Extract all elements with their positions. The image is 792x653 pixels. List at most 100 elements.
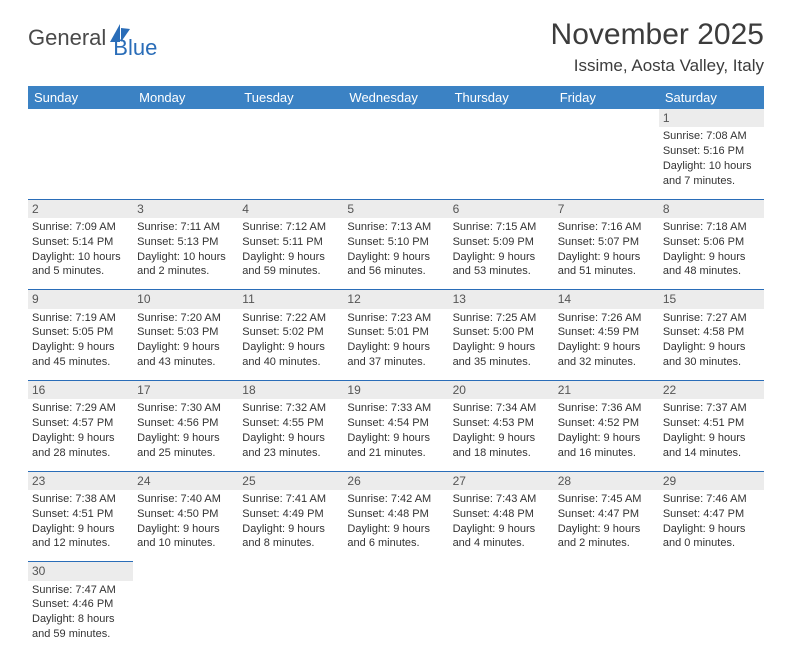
sunset-line: Sunset: 4:48 PM — [453, 507, 550, 522]
daylight-line: Daylight: 9 hours and 35 minutes. — [453, 340, 550, 370]
day-cell: Sunrise: 7:47 AMSunset: 4:46 PMDaylight:… — [28, 581, 133, 653]
day-number-cell: 11 — [238, 290, 343, 309]
day-number-row: 16171819202122 — [28, 381, 764, 400]
day-cell: Sunrise: 7:26 AMSunset: 4:59 PMDaylight:… — [554, 309, 659, 381]
sunset-line: Sunset: 4:59 PM — [558, 325, 655, 340]
sunrise-line: Sunrise: 7:19 AM — [32, 311, 129, 326]
sunset-line: Sunset: 4:55 PM — [242, 416, 339, 431]
daylight-line: Daylight: 9 hours and 32 minutes. — [558, 340, 655, 370]
daylight-line: Daylight: 10 hours and 2 minutes. — [137, 250, 234, 280]
day-number-cell: 25 — [238, 471, 343, 490]
sunrise-line: Sunrise: 7:23 AM — [347, 311, 444, 326]
sunset-line: Sunset: 5:16 PM — [663, 144, 760, 159]
day-number-cell — [343, 109, 448, 127]
sunset-line: Sunset: 4:48 PM — [347, 507, 444, 522]
day-cell: Sunrise: 7:18 AMSunset: 5:06 PMDaylight:… — [659, 218, 764, 290]
daylight-line: Daylight: 9 hours and 14 minutes. — [663, 431, 760, 461]
day-cell: Sunrise: 7:25 AMSunset: 5:00 PMDaylight:… — [449, 309, 554, 381]
day-number-cell: 9 — [28, 290, 133, 309]
sunrise-line: Sunrise: 7:08 AM — [663, 129, 760, 144]
day-number-row: 1 — [28, 109, 764, 127]
daylight-line: Daylight: 9 hours and 37 minutes. — [347, 340, 444, 370]
day-cell — [449, 127, 554, 199]
sunset-line: Sunset: 5:13 PM — [137, 235, 234, 250]
day-cell: Sunrise: 7:46 AMSunset: 4:47 PMDaylight:… — [659, 490, 764, 562]
sunrise-line: Sunrise: 7:38 AM — [32, 492, 129, 507]
logo-text-blue: Blue — [113, 35, 157, 61]
day-cell: Sunrise: 7:13 AMSunset: 5:10 PMDaylight:… — [343, 218, 448, 290]
day-number-cell: 17 — [133, 381, 238, 400]
day-cell: Sunrise: 7:45 AMSunset: 4:47 PMDaylight:… — [554, 490, 659, 562]
sunset-line: Sunset: 4:56 PM — [137, 416, 234, 431]
daylight-line: Daylight: 9 hours and 30 minutes. — [663, 340, 760, 370]
weekday-header: Thursday — [449, 86, 554, 109]
day-cell: Sunrise: 7:29 AMSunset: 4:57 PMDaylight:… — [28, 399, 133, 471]
sunset-line: Sunset: 4:51 PM — [32, 507, 129, 522]
day-cell: Sunrise: 7:36 AMSunset: 4:52 PMDaylight:… — [554, 399, 659, 471]
day-cell: Sunrise: 7:37 AMSunset: 4:51 PMDaylight:… — [659, 399, 764, 471]
day-cell — [238, 127, 343, 199]
day-cell — [28, 127, 133, 199]
day-number-cell: 23 — [28, 471, 133, 490]
sunset-line: Sunset: 4:54 PM — [347, 416, 444, 431]
sunset-line: Sunset: 4:51 PM — [663, 416, 760, 431]
day-number-cell: 28 — [554, 471, 659, 490]
day-number-cell: 20 — [449, 381, 554, 400]
daylight-line: Daylight: 9 hours and 18 minutes. — [453, 431, 550, 461]
daylight-line: Daylight: 9 hours and 0 minutes. — [663, 522, 760, 552]
daylight-line: Daylight: 9 hours and 28 minutes. — [32, 431, 129, 461]
day-cell: Sunrise: 7:22 AMSunset: 5:02 PMDaylight:… — [238, 309, 343, 381]
day-cell — [238, 581, 343, 653]
sunrise-line: Sunrise: 7:16 AM — [558, 220, 655, 235]
day-cell: Sunrise: 7:41 AMSunset: 4:49 PMDaylight:… — [238, 490, 343, 562]
page-title: November 2025 — [551, 18, 764, 52]
day-number-cell: 5 — [343, 199, 448, 218]
daylight-line: Daylight: 9 hours and 43 minutes. — [137, 340, 234, 370]
sunrise-line: Sunrise: 7:33 AM — [347, 401, 444, 416]
day-number-cell: 27 — [449, 471, 554, 490]
weekday-header: Wednesday — [343, 86, 448, 109]
day-cell: Sunrise: 7:27 AMSunset: 4:58 PMDaylight:… — [659, 309, 764, 381]
sunset-line: Sunset: 5:01 PM — [347, 325, 444, 340]
day-cell — [343, 581, 448, 653]
daylight-line: Daylight: 9 hours and 51 minutes. — [558, 250, 655, 280]
day-number-cell: 30 — [28, 562, 133, 581]
daylight-line: Daylight: 9 hours and 10 minutes. — [137, 522, 234, 552]
day-number-cell — [449, 109, 554, 127]
day-cell: Sunrise: 7:23 AMSunset: 5:01 PMDaylight:… — [343, 309, 448, 381]
daylight-line: Daylight: 9 hours and 21 minutes. — [347, 431, 444, 461]
daylight-line: Daylight: 9 hours and 40 minutes. — [242, 340, 339, 370]
sunset-line: Sunset: 4:57 PM — [32, 416, 129, 431]
day-cell: Sunrise: 7:40 AMSunset: 4:50 PMDaylight:… — [133, 490, 238, 562]
sunrise-line: Sunrise: 7:45 AM — [558, 492, 655, 507]
day-content-row: Sunrise: 7:38 AMSunset: 4:51 PM Daylight:… — [28, 490, 764, 562]
sunrise-line: Sunrise: 7:46 AM — [663, 492, 760, 507]
weekday-header: Sunday — [28, 86, 133, 109]
location-text: Issime, Aosta Valley, Italy — [551, 56, 764, 76]
sunset-line: Sunset: 4:52 PM — [558, 416, 655, 431]
sunrise-line: Sunrise: 7:15 AM — [453, 220, 550, 235]
day-cell — [133, 581, 238, 653]
day-number-cell: 15 — [659, 290, 764, 309]
day-number-cell: 1 — [659, 109, 764, 127]
sunrise-line: Sunrise: 7:34 AM — [453, 401, 550, 416]
day-cell: Sunrise: 7:38 AMSunset: 4:51 PMDaylight:… — [28, 490, 133, 562]
sunset-line: Sunset: 4:58 PM — [663, 325, 760, 340]
daylight-line: Daylight: 9 hours and 6 minutes. — [347, 522, 444, 552]
daylight-line: Daylight: 9 hours and 56 minutes. — [347, 250, 444, 280]
page-container: General Blue November 2025 Issime, Aosta… — [0, 0, 792, 653]
sunrise-line: Sunrise: 7:26 AM — [558, 311, 655, 326]
day-number-cell: 10 — [133, 290, 238, 309]
sunrise-line: Sunrise: 7:25 AM — [453, 311, 550, 326]
sunset-line: Sunset: 5:09 PM — [453, 235, 550, 250]
weekday-header: Friday — [554, 86, 659, 109]
daylight-line: Daylight: 9 hours and 8 minutes. — [242, 522, 339, 552]
weekday-header: Monday — [133, 86, 238, 109]
sunrise-line: Sunrise: 7:37 AM — [663, 401, 760, 416]
calendar-table: SundayMondayTuesdayWednesdayThursdayFrid… — [28, 86, 764, 653]
day-number-cell: 16 — [28, 381, 133, 400]
day-number-row: 2345678 — [28, 199, 764, 218]
day-number-cell: 14 — [554, 290, 659, 309]
day-number-cell: 4 — [238, 199, 343, 218]
sunrise-line: Sunrise: 7:29 AM — [32, 401, 129, 416]
